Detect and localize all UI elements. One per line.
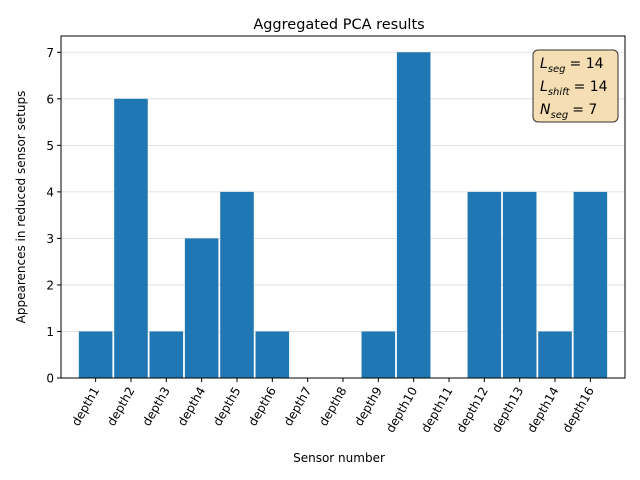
y-tick-label: 0 [46,372,54,386]
y-axis-title: Appearences in reduced sensor setups [14,91,28,324]
annotation-line-lseg: Lseg = 14 [540,56,604,75]
annotation-background [532,49,619,123]
bar-depth14 [538,331,572,378]
bar-depth1 [78,331,113,378]
bar-depth9 [361,331,396,378]
parameter-annotation-box: Lseg = 14 Lshift = 14 Nseg = 7 [532,49,619,123]
bar-depth12 [467,191,502,378]
y-tick-label: 6 [46,92,54,106]
y-tick-label: 7 [46,46,54,60]
bar-depth13 [502,191,537,378]
bar-depth6 [255,331,290,378]
y-tick-label: 5 [46,139,54,153]
bar-depth5 [220,191,254,378]
y-axis-ticks: 0 1 2 3 4 5 6 7 [46,46,61,386]
bar-depth4 [184,238,219,378]
annotation-line-lshift: Lshift = 14 [540,79,608,98]
bar-depth2 [114,98,148,378]
bars [78,52,608,379]
bar-depth10 [396,52,431,379]
y-tick-label: 3 [46,232,54,246]
bar-depth16 [573,191,608,378]
annotation-line-nseg: Nseg = 7 [540,102,597,121]
bar-depth3 [149,331,184,378]
y-tick-label: 1 [46,325,54,339]
x-axis-title: Sensor number [293,451,385,465]
y-tick-label: 2 [46,278,54,292]
chart-title: Aggregated PCA results [253,17,424,33]
y-tick-label: 4 [46,185,54,199]
